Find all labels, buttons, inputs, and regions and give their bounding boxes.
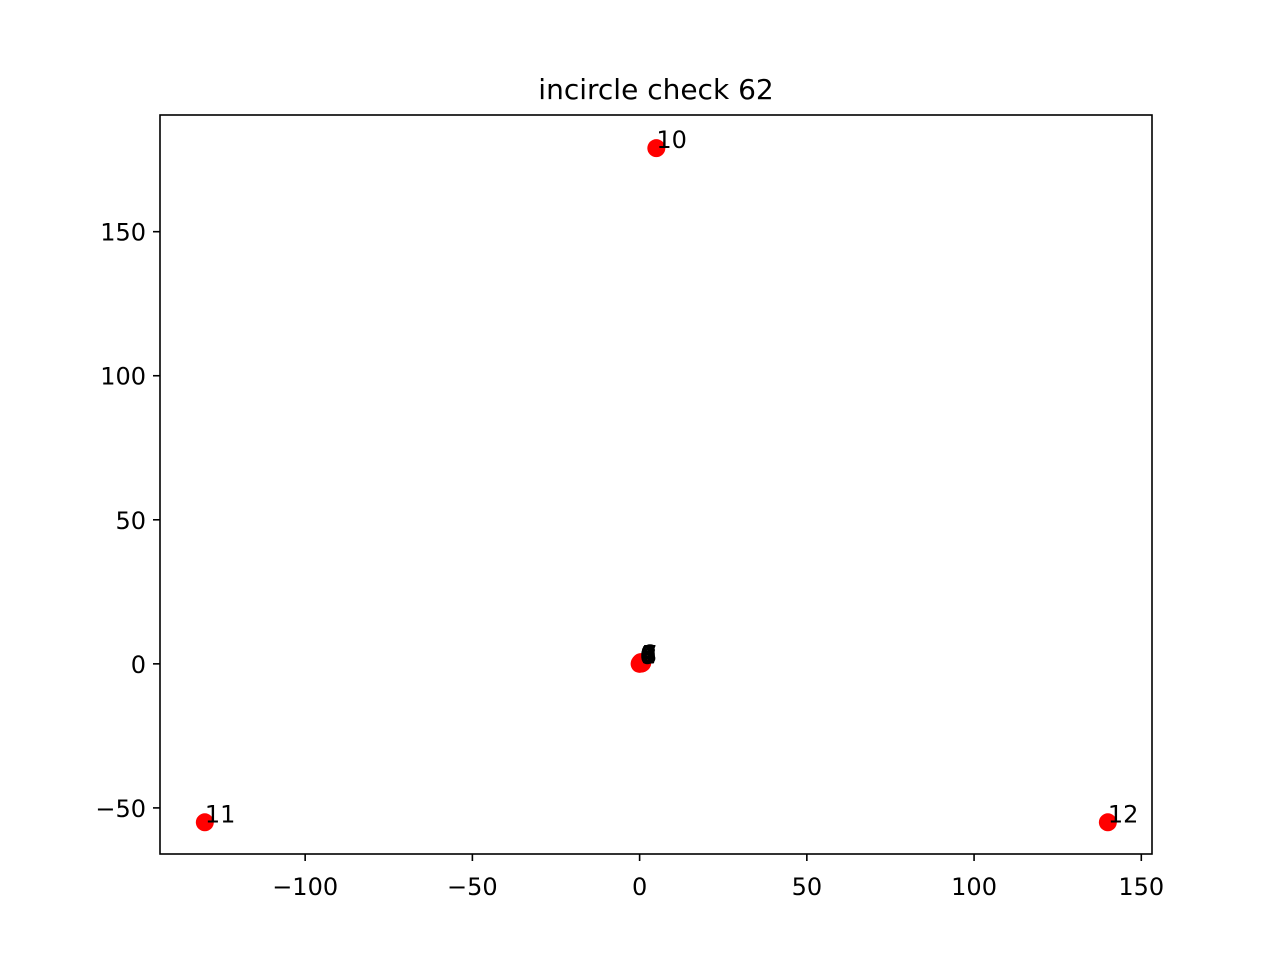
data-point-label-0: 0 <box>640 642 655 670</box>
x-axis: −100 −50 0 50 100 150 <box>272 854 1164 901</box>
y-tick-label: 150 <box>100 219 146 247</box>
scatter-markers <box>195 139 1117 832</box>
plot-area-frame <box>159 114 1153 855</box>
data-point-10 <box>647 139 666 158</box>
x-tick-label: 50 <box>792 873 823 901</box>
x-tick-label: 0 <box>632 873 647 901</box>
x-tick-label: 150 <box>1118 873 1164 901</box>
data-point-label-12: 12 <box>1108 800 1139 828</box>
data-point-label-4: 4 <box>640 641 655 669</box>
data-point-11 <box>195 813 214 832</box>
data-point-12 <box>1098 813 1117 832</box>
data-point-9 <box>632 654 651 673</box>
data-point-label-1: 1 <box>641 642 656 670</box>
data-point-label-10: 10 <box>656 126 687 154</box>
data-point-label-11: 11 <box>205 800 236 828</box>
y-tick-label: 50 <box>115 507 146 535</box>
y-axis: −50 0 50 100 150 <box>95 219 160 823</box>
x-tick-label: −100 <box>272 873 338 901</box>
y-tick-label: 100 <box>100 363 146 391</box>
x-tick-label: −50 <box>447 873 498 901</box>
x-tick-label: 100 <box>951 873 997 901</box>
data-point-label-5: 5 <box>642 640 657 668</box>
chart-title: incircle check 62 <box>538 73 773 106</box>
data-point-label-9: 9 <box>641 642 656 670</box>
data-point-label-2: 2 <box>641 641 656 669</box>
data-point-label-3: 3 <box>642 641 657 669</box>
y-tick-label: −50 <box>95 795 146 823</box>
data-point-label-6: 6 <box>641 640 656 668</box>
data-point-label-8: 8 <box>640 641 655 669</box>
data-point-label-7: 7 <box>642 641 657 669</box>
y-tick-label: 0 <box>131 651 146 679</box>
